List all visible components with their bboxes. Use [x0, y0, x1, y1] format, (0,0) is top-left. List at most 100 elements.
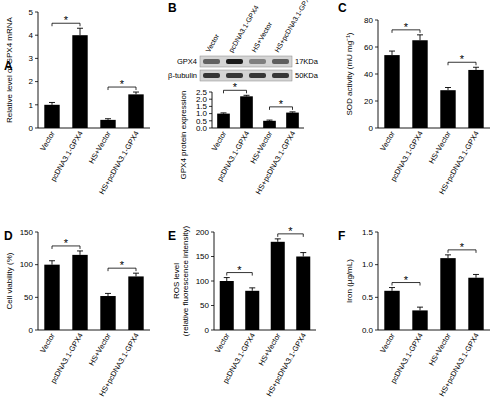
x-tick-label: Vector: [38, 331, 57, 354]
panel: 020406080SOD activity (mU mg⁻¹)VectorpcD…: [338, 1, 490, 196]
y-axis-label: Relative level of GPX4 mRNA: [5, 16, 14, 122]
error-bar: [417, 307, 423, 310]
bar: [128, 276, 143, 330]
bar: [384, 291, 399, 330]
y-tick-label: 0: [29, 124, 34, 133]
x-tick-label: Vector: [213, 331, 232, 354]
bar: [240, 96, 253, 128]
bar: [286, 113, 299, 128]
significance-star: *: [404, 21, 409, 33]
error-bar: [389, 288, 395, 291]
lane-label: HS+pcDNA3.1-GPX4: [273, 0, 313, 54]
bar: [44, 265, 59, 330]
y-tick-label: 200: [196, 228, 210, 237]
x-tick-label: pcDNA3.1-GPX4: [49, 332, 85, 386]
error-bar: [133, 273, 139, 276]
blot-band: [272, 59, 289, 64]
y-tick-label: 2: [29, 77, 34, 86]
error-bar: [473, 67, 479, 70]
y-tick-label: 60: [364, 43, 373, 52]
bar: [468, 70, 483, 128]
bar: [72, 255, 87, 330]
bars: [220, 239, 311, 330]
y-axis: [378, 232, 379, 330]
error-bar: [267, 120, 273, 122]
error-bar: [49, 102, 55, 104]
lane-label: Vector: [204, 32, 220, 53]
y-tick-label: 0.0: [362, 326, 374, 335]
x-tick-label: pcDNA3.1-GPX4: [389, 332, 425, 386]
bars: [44, 28, 143, 128]
bar: [296, 257, 310, 331]
error-bar: [417, 35, 423, 40]
bar: [263, 121, 276, 128]
western-blot: VectorpcDNA3.1-GPX4HS+VectorHS+pcDNA3.1-…: [168, 0, 319, 81]
x-tick-label: Vector: [378, 129, 397, 152]
bar: [271, 242, 285, 330]
y-tick-label: 100: [196, 277, 210, 286]
band-name: GPX4: [177, 57, 197, 66]
significance-star: *: [404, 274, 409, 286]
y-axis-label: ROS level: [172, 263, 181, 299]
x-tick-label: HS+Vector: [87, 129, 113, 165]
y-tick-label: 50: [24, 293, 33, 302]
error-bar: [300, 253, 306, 257]
panel-letter: E: [168, 229, 176, 243]
significance-star: *: [64, 237, 69, 249]
y-tick-label: 4: [29, 31, 34, 40]
x-tick-label: Vector: [378, 331, 397, 354]
error-bar: [133, 92, 139, 94]
panel-letter: F: [338, 229, 345, 243]
x-tick-label: HS+Vector: [248, 129, 274, 165]
error-bar: [445, 255, 451, 258]
y-tick-label: 2.5: [196, 88, 208, 97]
error-bar: [275, 239, 281, 242]
x-tick-label: pcDNA3.1-GPX4: [221, 332, 257, 386]
y-axis-label: GPX4 protein expression: [179, 91, 188, 180]
lane-label: HS+Vector: [250, 20, 273, 53]
bars: [44, 251, 143, 330]
error-bar: [105, 293, 111, 296]
bar: [217, 114, 230, 128]
band-size: 50KDa: [295, 71, 319, 80]
y-tick-label: 5: [29, 8, 34, 17]
x-tick-label: HS+Vector: [87, 331, 113, 367]
y-tick-label: 150: [196, 252, 210, 261]
x-tick-label: HS+pcDNA3.1-GPX4: [97, 130, 141, 196]
bar: [412, 310, 427, 330]
bar: [44, 105, 59, 128]
significance-star: *: [120, 259, 125, 271]
error-bar: [244, 95, 250, 96]
y-tick-label: 0: [369, 124, 374, 133]
bar: [384, 55, 399, 128]
bar: [440, 258, 455, 330]
significance-star: *: [120, 78, 125, 90]
blot-band: [249, 73, 266, 78]
band-name: β-tubulin: [168, 71, 197, 80]
y-tick-label: 1.5: [362, 228, 374, 237]
error-bar: [221, 112, 227, 114]
significance-star: *: [233, 81, 238, 93]
figure: 012345Relative level of GPX4 mRNAVectorp…: [0, 0, 500, 412]
error-bar: [224, 278, 230, 281]
y-axis: [212, 92, 213, 128]
error-bar: [473, 274, 479, 277]
y-tick-label: 1: [29, 101, 34, 110]
blot-strip: [200, 56, 292, 67]
y-axis: [38, 12, 39, 128]
x-tick-label: HS+pcDNA3.1-GPX4: [254, 130, 298, 196]
x-tick-label: HS+pcDNA3.1-GPX4: [437, 130, 481, 196]
error-bar: [77, 28, 83, 35]
panel-letter: B: [168, 1, 177, 15]
blot-strip: [200, 70, 292, 81]
bars: [384, 255, 483, 330]
panel: 050100150Cell viability (%)VectorpcDNA3.…: [4, 228, 150, 398]
bar: [468, 278, 483, 330]
blot-band: [226, 73, 243, 78]
y-axis-label: (relative fluorescence intensity): [181, 226, 190, 337]
y-axis-label: Cell viability (%): [5, 252, 14, 309]
blot-band: [226, 59, 243, 64]
error-bar: [389, 51, 395, 55]
x-tick-label: pcDNA3.1-GPX4: [389, 130, 425, 184]
y-tick-label: 80: [364, 16, 373, 25]
